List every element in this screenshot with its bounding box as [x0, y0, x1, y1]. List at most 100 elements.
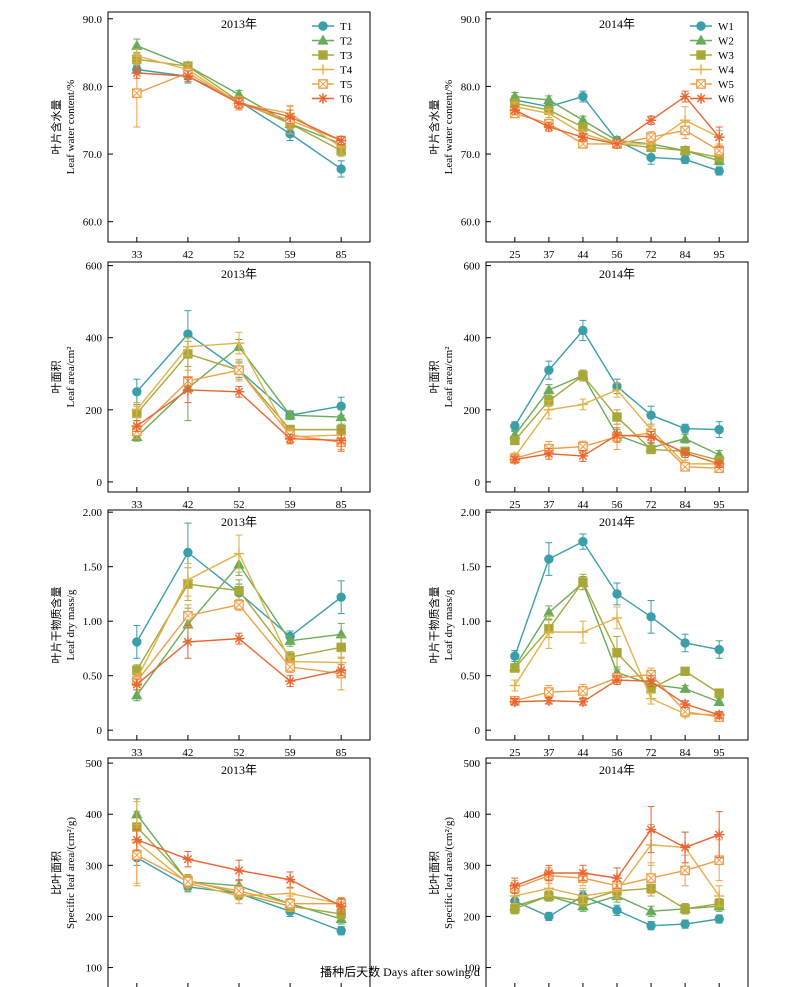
x-tick-label: 52	[234, 747, 245, 759]
data-point-W2	[543, 93, 555, 105]
data-point-W2	[713, 695, 725, 706]
data-point-W5	[680, 461, 690, 472]
legend-label: T1	[340, 21, 352, 33]
legend-marker-W1	[696, 21, 706, 31]
data-point-T6	[131, 420, 143, 432]
data-point-W1	[646, 920, 656, 931]
panel-title: 2014年	[599, 763, 635, 777]
data-point-W1	[510, 421, 520, 431]
data-point-W3	[612, 412, 622, 422]
legend-marker-T4	[317, 64, 329, 75]
data-point-T2	[335, 410, 347, 422]
data-point-T3	[336, 642, 346, 653]
data-point-T3	[234, 585, 244, 596]
data-point-T6	[131, 679, 143, 690]
y-tick-label: 600	[464, 261, 481, 273]
y-tick-label: 100	[464, 963, 481, 975]
data-point-W1	[680, 638, 690, 648]
data-point-W5	[544, 687, 554, 697]
legend-item-W3: W3	[690, 50, 734, 62]
series-W3	[510, 98, 724, 163]
data-point-W1	[646, 152, 656, 163]
data-point-W1	[680, 919, 690, 929]
y-tick-label: 90.0	[461, 14, 481, 26]
x-tick-label: 85	[336, 747, 348, 759]
legend-label: W2	[718, 36, 734, 48]
y-tick-label: 80.0	[461, 81, 481, 93]
y-tick-label: 200	[86, 911, 103, 923]
data-point-W5	[680, 865, 690, 876]
y-tick-label: 60.0	[461, 217, 481, 229]
data-point-T1	[336, 401, 346, 411]
data-point-T6	[335, 665, 347, 676]
series-T6	[131, 625, 347, 691]
panel-title: 2013年	[221, 763, 257, 777]
data-point-W6	[577, 696, 589, 708]
legend-label: W3	[718, 50, 734, 62]
y-axis-label-en: Leaf area/cm²	[65, 346, 77, 408]
data-point-W6	[645, 115, 657, 126]
data-point-W1	[612, 589, 622, 599]
data-point-T1	[183, 547, 193, 558]
data-point-W6	[611, 674, 623, 686]
data-point-W6	[543, 121, 555, 133]
y-tick-label: 400	[464, 809, 481, 821]
legend-item-W1: W1	[690, 21, 734, 33]
x-tick-label: 56	[612, 499, 624, 511]
data-point-T5	[234, 599, 244, 610]
data-point-W4	[543, 626, 555, 638]
x-tick-label: 33	[131, 747, 143, 759]
data-point-W6	[509, 104, 521, 116]
data-point-W6	[509, 880, 521, 891]
series-T6	[131, 829, 347, 915]
legend-item-T3: T3	[312, 50, 353, 62]
x-tick-label: 72	[646, 499, 657, 511]
legend-item-T4: T4	[312, 64, 353, 77]
y-axis-label-cn: 叶片干物质含量	[49, 587, 63, 664]
x-tick-label: 25	[509, 747, 521, 759]
data-point-T6	[335, 435, 347, 446]
y-tick-label: 80.0	[83, 81, 103, 93]
data-point-W4	[577, 399, 589, 410]
panel-8: 100200300400500253744567284952014年比叶面积Sp…	[428, 757, 749, 987]
data-point-T6	[182, 854, 194, 865]
x-tick-label: 72	[646, 747, 657, 759]
data-point-W6	[645, 824, 657, 835]
y-tick-label: 0.50	[83, 671, 103, 683]
data-point-W1	[510, 651, 520, 661]
data-point-T2	[284, 409, 296, 420]
y-tick-label: 1.00	[83, 616, 103, 628]
series-T6	[131, 376, 347, 452]
y-axis-label-cn: 叶片干物质含量	[427, 587, 441, 664]
data-point-T4	[233, 548, 245, 559]
data-point-W5	[680, 125, 690, 136]
x-tick-label: 37	[543, 499, 555, 511]
panel-6: 0 0.50 1.00 1.50 2.00 25 37 44 56 72 84 95 2014年叶片干物…	[427, 507, 749, 759]
data-point-T5	[285, 898, 295, 909]
legend-label: W6	[718, 94, 734, 106]
data-point-T6	[335, 135, 347, 146]
legend-marker-T5	[318, 79, 328, 89]
data-point-W6	[713, 709, 725, 721]
legend-marker-W6	[695, 93, 707, 104]
data-point-W3	[510, 663, 520, 673]
data-point-W6	[645, 675, 657, 687]
x-tick-label: 25	[509, 249, 521, 261]
series-W6	[509, 90, 725, 150]
data-point-W1	[612, 905, 622, 916]
legend-item-T6: T6	[312, 93, 353, 106]
x-tick-label: 37	[543, 747, 555, 759]
data-point-W6	[645, 431, 657, 443]
y-axis-label-cn: 叶面积	[50, 361, 63, 394]
data-point-W3	[510, 904, 520, 914]
data-point-W1	[544, 911, 554, 922]
data-point-W6	[679, 698, 691, 710]
data-point-W3	[714, 688, 724, 698]
x-tick-label: 25	[509, 499, 521, 511]
legend-marker-T6	[317, 93, 329, 104]
data-point-W1	[646, 612, 656, 622]
data-point-W1	[714, 914, 724, 924]
legend-item-T1: T1	[312, 21, 352, 33]
